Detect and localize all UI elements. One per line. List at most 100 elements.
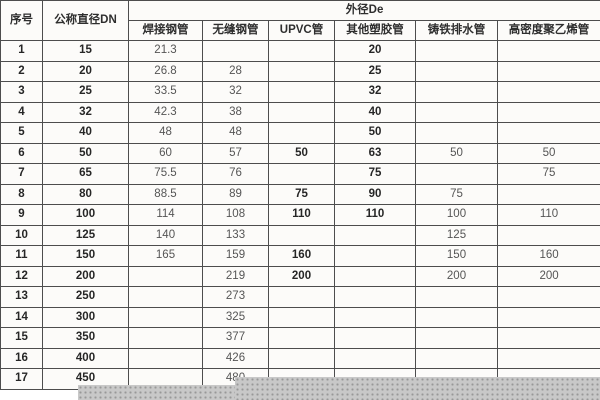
cell-cast-iron bbox=[415, 163, 498, 185]
cell-seamless-steel: 76 bbox=[202, 163, 269, 185]
table-row: 4 32 42.3 38 40 bbox=[0, 101, 600, 123]
cell-nominal-dn: 40 bbox=[42, 122, 129, 144]
cell-upvc bbox=[268, 327, 335, 349]
table-row: 7 65 75.5 76 75 75 bbox=[0, 163, 600, 185]
cell-hdpe: 75 bbox=[496, 163, 600, 185]
cell-serial-number: 1 bbox=[0, 40, 43, 62]
header-row-subcolumns: 焊接钢管 无缝钢管 UPVC管 其他塑胶管 铸铁排水管 高密度聚乙烯管 bbox=[1, 20, 600, 41]
table-row: 9 100 114 108 110 110 100 110 bbox=[0, 204, 600, 226]
cell-seamless-steel bbox=[202, 40, 269, 62]
header-cast-iron-drain-pipe: 铸铁排水管 bbox=[415, 20, 498, 41]
table-row: 13 250 273 bbox=[0, 286, 600, 308]
cell-seamless-steel: 28 bbox=[202, 60, 269, 82]
cell-other-plastic: 75 bbox=[334, 163, 416, 185]
cell-nominal-dn: 25 bbox=[42, 81, 129, 103]
table-row: 16 400 426 bbox=[0, 347, 600, 369]
cell-welded-steel: 33.5 bbox=[128, 81, 203, 103]
cell-cast-iron bbox=[415, 60, 498, 82]
cell-seamless-steel: 32 bbox=[202, 81, 269, 103]
cell-upvc bbox=[268, 224, 335, 246]
cell-serial-number: 7 bbox=[0, 163, 43, 185]
cell-cast-iron: 200 bbox=[415, 265, 498, 287]
cell-other-plastic: 40 bbox=[334, 101, 416, 123]
cell-hdpe bbox=[496, 286, 600, 308]
cell-upvc bbox=[268, 306, 335, 328]
table-row: 8 80 88.5 89 75 90 75 bbox=[0, 183, 600, 205]
cell-upvc bbox=[268, 286, 335, 308]
header-nominal-diameter-dn: 公称直径DN bbox=[42, 0, 129, 41]
cell-hdpe: 110 bbox=[496, 204, 600, 226]
cell-other-plastic: 110 bbox=[334, 204, 416, 226]
cell-seamless-steel: 273 bbox=[202, 286, 269, 308]
cell-upvc bbox=[268, 347, 335, 369]
cell-serial-number: 3 bbox=[0, 81, 43, 103]
cell-welded-steel bbox=[128, 286, 203, 308]
cell-cast-iron bbox=[415, 327, 498, 349]
cell-nominal-dn: 100 bbox=[42, 204, 129, 226]
cell-other-plastic: 32 bbox=[334, 81, 416, 103]
cell-nominal-dn: 125 bbox=[42, 224, 129, 246]
cell-serial-number: 5 bbox=[0, 122, 43, 144]
cell-welded-steel: 48 bbox=[128, 122, 203, 144]
cell-serial-number: 16 bbox=[0, 347, 43, 369]
cell-welded-steel bbox=[128, 306, 203, 328]
header-serial-number: 序号 bbox=[0, 0, 43, 41]
cell-hdpe bbox=[496, 122, 600, 144]
cell-seamless-steel: 426 bbox=[202, 347, 269, 369]
cell-other-plastic: 63 bbox=[334, 142, 416, 164]
cell-cast-iron bbox=[415, 347, 498, 369]
cell-hdpe bbox=[496, 60, 600, 82]
cell-welded-steel: 60 bbox=[128, 142, 203, 164]
cell-serial-number: 10 bbox=[0, 224, 43, 246]
cell-serial-number: 9 bbox=[0, 204, 43, 226]
cell-hdpe: 200 bbox=[496, 265, 600, 287]
cell-seamless-steel: 159 bbox=[202, 245, 269, 267]
cell-nominal-dn: 15 bbox=[42, 40, 129, 62]
cell-upvc bbox=[268, 101, 335, 123]
header-upvc-pipe: UPVC管 bbox=[268, 20, 335, 41]
cell-welded-steel: 88.5 bbox=[128, 183, 203, 205]
cell-welded-steel: 26.8 bbox=[128, 60, 203, 82]
cell-upvc bbox=[268, 60, 335, 82]
table-row: 10 125 140 133 125 bbox=[0, 224, 600, 246]
cell-cast-iron bbox=[415, 101, 498, 123]
cell-other-plastic: 50 bbox=[334, 122, 416, 144]
cell-serial-number: 17 bbox=[0, 368, 43, 390]
cell-other-plastic: 20 bbox=[334, 40, 416, 62]
watermark-band-upper bbox=[235, 377, 600, 400]
cell-upvc: 160 bbox=[268, 245, 335, 267]
cell-nominal-dn: 65 bbox=[42, 163, 129, 185]
cell-upvc: 75 bbox=[268, 183, 335, 205]
cell-nominal-dn: 350 bbox=[42, 327, 129, 349]
cell-cast-iron bbox=[415, 286, 498, 308]
table-row: 5 40 48 48 50 bbox=[0, 122, 600, 144]
cell-seamless-steel: 38 bbox=[202, 101, 269, 123]
cell-hdpe bbox=[496, 183, 600, 205]
table-row: 11 150 165 159 160 150 160 bbox=[0, 245, 600, 267]
table-row: 12 200 219 200 200 200 bbox=[0, 265, 600, 287]
cell-cast-iron: 75 bbox=[415, 183, 498, 205]
cell-cast-iron bbox=[415, 81, 498, 103]
cell-welded-steel: 21.3 bbox=[128, 40, 203, 62]
cell-cast-iron: 150 bbox=[415, 245, 498, 267]
header-other-plastic-pipe: 其他塑胶管 bbox=[334, 20, 416, 41]
cell-cast-iron: 50 bbox=[415, 142, 498, 164]
cell-welded-steel: 114 bbox=[128, 204, 203, 226]
cell-hdpe bbox=[496, 81, 600, 103]
cell-nominal-dn: 400 bbox=[42, 347, 129, 369]
cell-upvc bbox=[268, 81, 335, 103]
cell-nominal-dn: 20 bbox=[42, 60, 129, 82]
pipe-od-table: 序号 公称直径DN 外径De 焊接钢管 无缝钢管 UPVC管 其他塑胶管 铸铁排… bbox=[0, 0, 600, 390]
header-outer-diameter-de: 外径De bbox=[127, 0, 600, 21]
cell-hdpe: 160 bbox=[496, 245, 600, 267]
table-row: 1 15 21.3 20 bbox=[0, 40, 600, 62]
cell-nominal-dn: 150 bbox=[42, 245, 129, 267]
cell-nominal-dn: 50 bbox=[42, 142, 129, 164]
cell-hdpe bbox=[496, 101, 600, 123]
cell-welded-steel: 140 bbox=[128, 224, 203, 246]
cell-welded-steel: 75.5 bbox=[128, 163, 203, 185]
cell-seamless-steel: 219 bbox=[202, 265, 269, 287]
cell-seamless-steel: 377 bbox=[202, 327, 269, 349]
header-seamless-steel-pipe: 无缝钢管 bbox=[202, 20, 269, 41]
cell-nominal-dn: 200 bbox=[42, 265, 129, 287]
